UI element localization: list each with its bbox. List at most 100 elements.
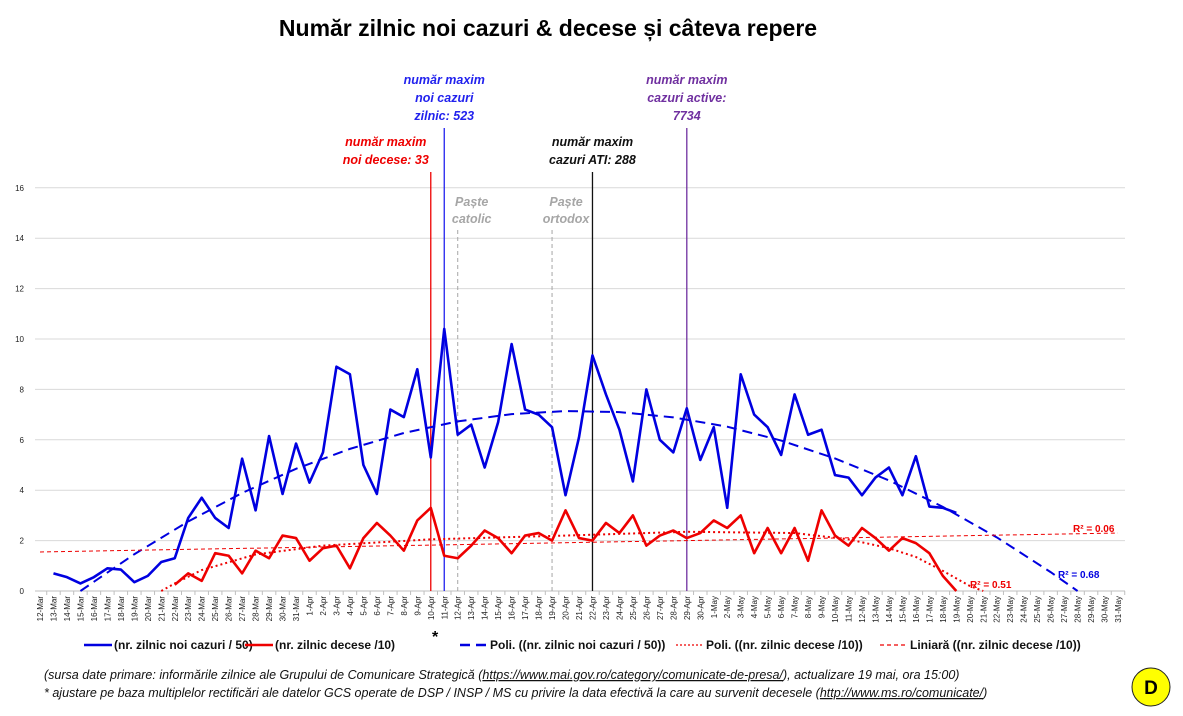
annotation-text: ortodox	[543, 212, 591, 226]
x-tick-label: 11-May	[845, 596, 854, 622]
x-tick-label: 24-Apr	[615, 596, 624, 620]
x-tick-label: 16-Mar	[90, 596, 99, 622]
x-tick-label: 5-May	[764, 596, 773, 618]
x-tick-label: 22-Mar	[171, 596, 180, 622]
chart-title: Număr zilnic noi cazuri & decese și câte…	[279, 15, 817, 42]
note-link[interactable]: http://www.ms.ro/comunicate/	[820, 686, 985, 700]
annotation-text: număr maxim	[552, 135, 633, 149]
x-tick-label: 30-Mar	[279, 596, 288, 622]
y-tick-label: 12	[15, 285, 24, 294]
x-tick-label: 12-Mar	[36, 596, 45, 622]
x-tick-label: 8-May	[804, 596, 813, 618]
x-tick-label: 24-May	[1020, 596, 1029, 623]
x-tick-label: 27-Mar	[238, 596, 247, 622]
x-tick-label: 21-Apr	[575, 596, 584, 620]
x-tick-label: 8-Apr	[400, 596, 409, 616]
x-tick-label: 14-May	[885, 596, 894, 623]
x-tick-label: 25-Apr	[629, 596, 638, 620]
x-tick-label: 31-Mar	[292, 596, 301, 622]
source-link[interactable]: https://www.mai.gov.ro/category/comunica…	[482, 668, 784, 682]
annotation-text: noi cazuri	[415, 91, 474, 105]
x-tick-label: 4-Apr	[346, 596, 355, 616]
x-tick-label: 14-Mar	[63, 596, 72, 622]
x-tick-label: 6-May	[777, 596, 786, 618]
x-tick-label: 4-May	[750, 596, 759, 618]
annotation-text: catolic	[452, 212, 492, 226]
x-tick-label: 16-May	[912, 596, 921, 623]
y-tick-label: 4	[20, 486, 25, 495]
x-tick-label: 18-Mar	[117, 596, 126, 622]
x-tick-label: 6-Apr	[373, 596, 382, 616]
y-tick-label: 8	[20, 385, 25, 394]
x-tick-label: 7-Apr	[386, 596, 395, 616]
x-tick-label: 7-May	[791, 596, 800, 618]
legend: (nr. zilnic noi cazuri / 50) (nr. zilnic …	[84, 629, 1081, 652]
annotation-text: Paște	[455, 195, 488, 209]
x-tick-label: 20-Mar	[144, 596, 153, 622]
x-tick-label: 25-Mar	[211, 596, 220, 622]
x-tick-label: 10-May	[831, 596, 840, 623]
x-tick-label: 25-May	[1033, 596, 1042, 623]
x-tick-label: 13-Mar	[49, 596, 58, 622]
legend-label: Poli. ((nr. zilnic decese /10))	[706, 638, 863, 652]
annotation-text: cazuri ATI: 288	[549, 153, 636, 167]
x-tick-label: 26-May	[1047, 596, 1056, 623]
x-tick-label: 26-Mar	[225, 596, 234, 622]
annotation-text: zilnic: 523	[413, 109, 474, 123]
x-tick-label: 17-Mar	[103, 596, 112, 622]
x-tick-label: 20-May	[966, 596, 975, 623]
annotation-text: noi decese: 33	[343, 153, 429, 167]
x-tick-label: 3-Apr	[332, 596, 341, 616]
x-tick-label: 29-Mar	[265, 596, 274, 622]
x-tick-label: 22-May	[993, 596, 1002, 623]
x-tick-label: 29-May	[1087, 596, 1096, 623]
x-tick-label: 12-May	[858, 596, 867, 623]
x-tick-label: 15-May	[898, 596, 907, 623]
y-tick-label: 0	[20, 587, 25, 596]
x-tick-label: 20-Apr	[562, 596, 571, 620]
x-tick-label: 3-May	[737, 596, 746, 618]
x-tick-label: 22-Apr	[588, 596, 597, 620]
x-tick-label: 12-Apr	[454, 596, 463, 620]
x-tick-label: 18-May	[939, 596, 948, 623]
x-tick-label: 21-Mar	[157, 596, 166, 622]
x-tick-label: 28-May	[1074, 596, 1083, 623]
badge-circle	[1131, 667, 1171, 707]
x-tick-label: 27-Apr	[656, 596, 665, 620]
x-tick-label: 13-Apr	[467, 596, 476, 620]
x-tick-label: 18-Apr	[535, 596, 544, 620]
trendline	[39, 532, 1119, 553]
x-tick-label: 23-Mar	[184, 596, 193, 622]
y-tick-label: 14	[15, 234, 24, 243]
x-tick-label: 15-Apr	[494, 596, 503, 620]
x-tick-label: 28-Mar	[252, 596, 261, 622]
x-tick-label: 31-May	[1114, 596, 1123, 623]
x-tick-label: 15-Mar	[76, 596, 85, 622]
annotation-text: număr maxim	[646, 73, 727, 87]
annotation-text: 7734	[673, 109, 701, 123]
x-tick-label: 13-May	[871, 596, 880, 623]
x-tick-label: 30-May	[1101, 596, 1110, 623]
legend-label: Liniară ((nr. zilnic decese /10))	[910, 638, 1081, 652]
x-tick-label: 24-Mar	[198, 596, 207, 622]
annotation-text: cazuri active:	[647, 91, 726, 105]
legend-label: (nr. zilnic noi cazuri / 50)	[114, 638, 253, 652]
x-tick-label: 17-May	[925, 596, 934, 623]
x-tick-label: 29-Apr	[683, 596, 692, 620]
badge: D	[1131, 667, 1171, 707]
badge-label: D	[1144, 678, 1158, 699]
annotation-text: Paște	[549, 195, 582, 209]
annotation-text: număr maxim	[404, 73, 485, 87]
series-line	[173, 506, 958, 592]
x-tick-label: 11-Apr	[440, 596, 449, 620]
trendline	[160, 530, 984, 592]
x-tick-label: 2-Apr	[319, 596, 328, 616]
x-tick-label: 5-Apr	[359, 596, 368, 616]
legend-label: (nr. zilnic decese /10)	[275, 638, 395, 652]
x-tick-label: 23-May	[1006, 596, 1015, 623]
annotation-text: număr maxim	[345, 135, 426, 149]
x-tick-label: 9-May	[818, 596, 827, 618]
x-tick-label: 1-Apr	[306, 596, 315, 616]
x-tick-label: 19-Mar	[130, 596, 139, 622]
